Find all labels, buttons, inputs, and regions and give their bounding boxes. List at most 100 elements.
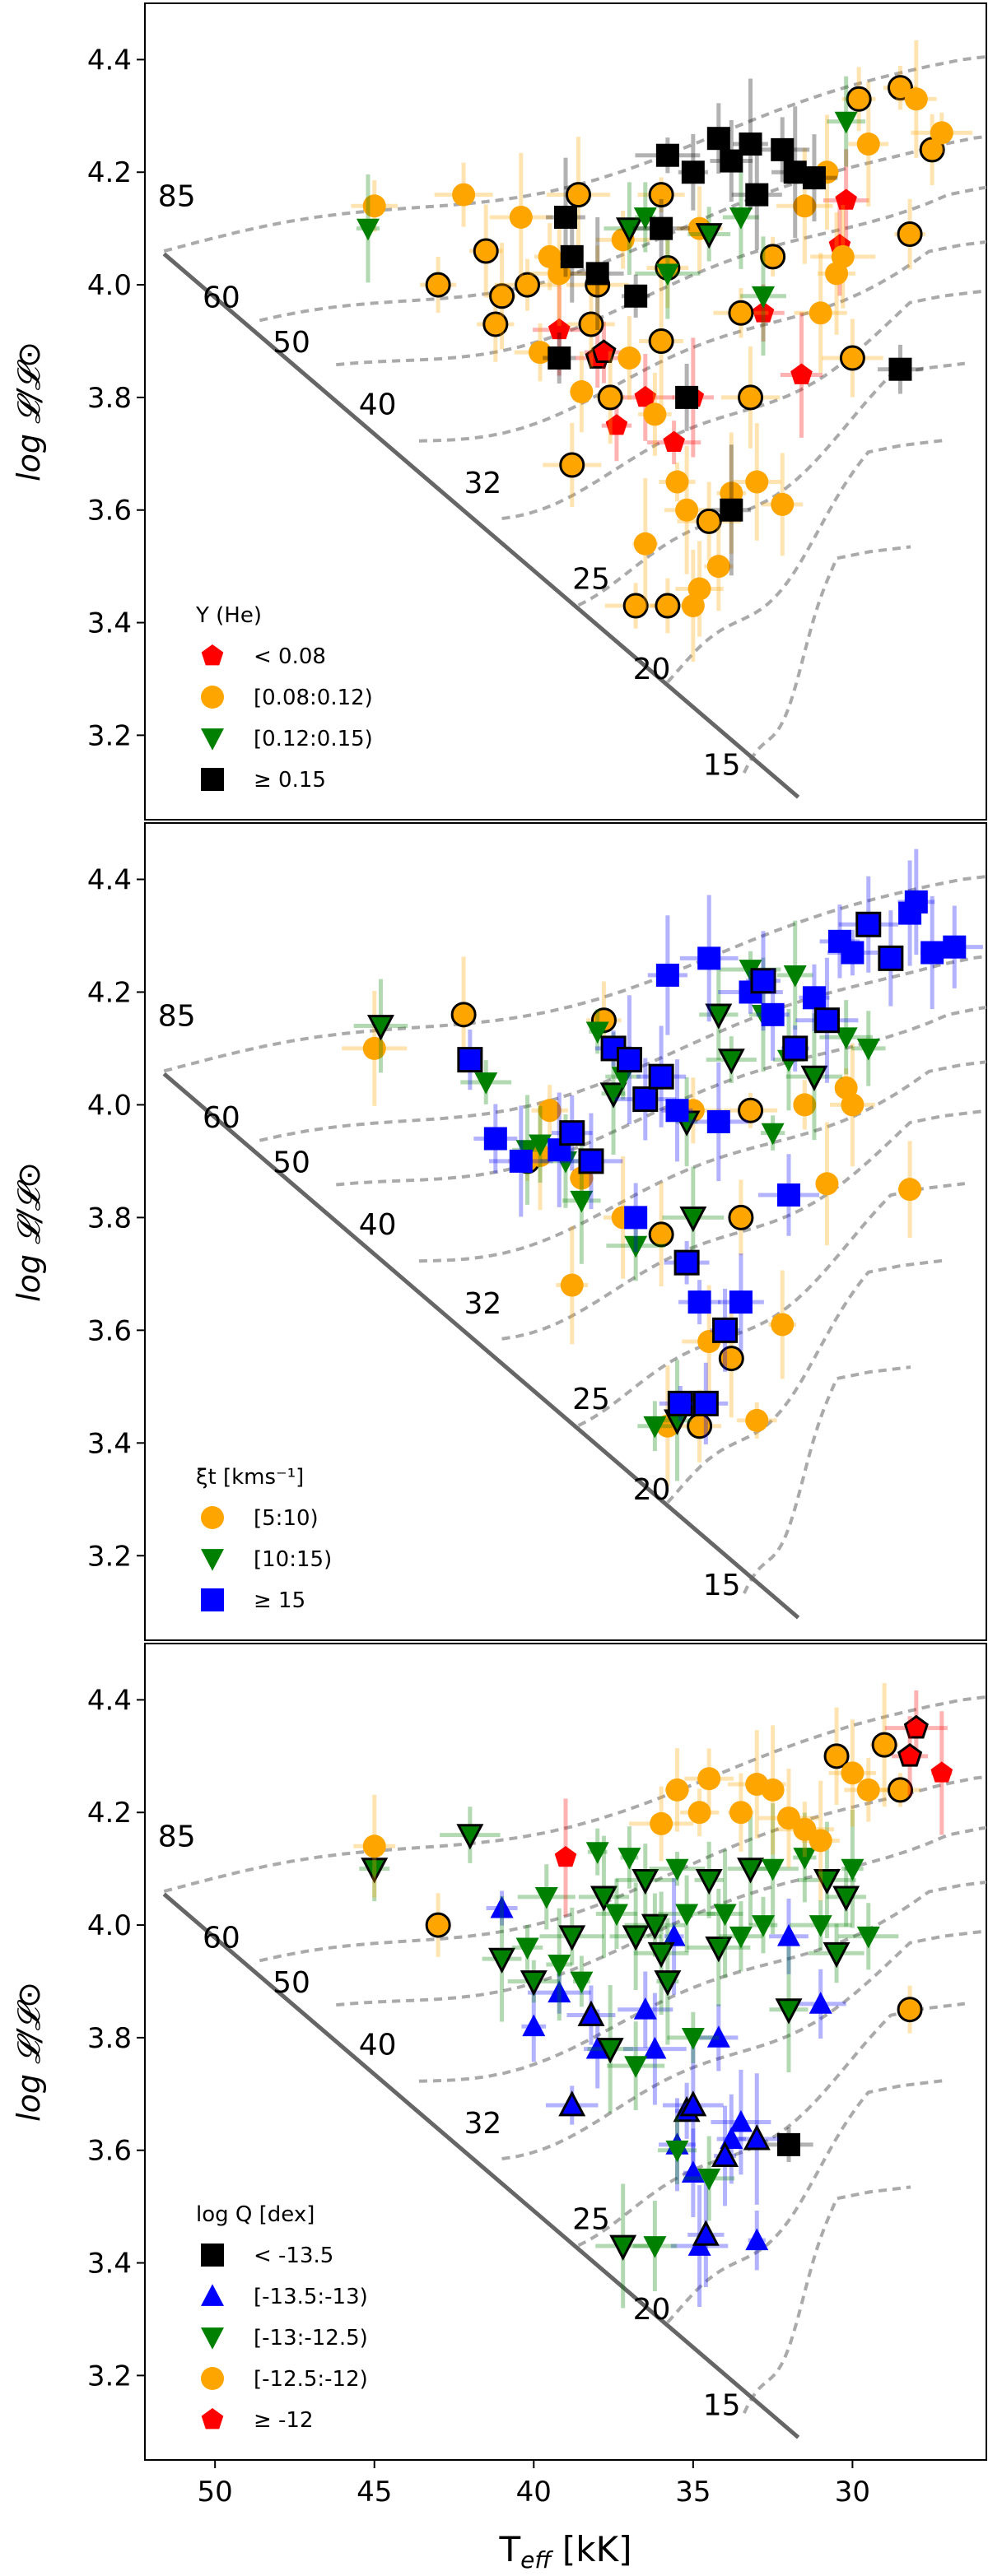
- point-13-12-5: [729, 1926, 753, 1949]
- point-0-08-0-12: [362, 194, 386, 218]
- point-0-08-0-12: [904, 87, 928, 111]
- point-0-08: [634, 385, 657, 407]
- point-12-5-12: [809, 1829, 832, 1853]
- legend-marker-12-5-12: [201, 2367, 224, 2390]
- point-0-15: [624, 284, 648, 308]
- evolutionary-track: [666, 439, 944, 684]
- evolutionary-tracks: [163, 54, 986, 774]
- point-13-12-5: [665, 1858, 689, 1881]
- y-tick-label: 4.4: [87, 44, 132, 77]
- legend-marker-0-15: [201, 768, 224, 791]
- evolutionary-track: [259, 1774, 986, 1963]
- mass-label-25: 25: [572, 1383, 610, 1416]
- point-0-08-0-12: [760, 244, 786, 270]
- point-13-12-5: [793, 1848, 817, 1870]
- mass-label-50: 50: [273, 1966, 310, 2000]
- y-tick-label: 4.4: [87, 1684, 132, 1717]
- point-10-15: [366, 1015, 394, 1041]
- point-0-08-0-12: [655, 593, 681, 619]
- legend-marker-0-08-0-12: [201, 686, 224, 709]
- point-13-12-5: [488, 1947, 516, 1974]
- x-tick-label: 45: [357, 2476, 392, 2509]
- point-12-5-12: [665, 1778, 689, 1802]
- point-0-08-0-12: [771, 492, 795, 516]
- point-0-08-0-12: [706, 555, 730, 579]
- legend-label: [5:10): [254, 1506, 319, 1531]
- point-12-5-12: [871, 1732, 897, 1758]
- point-13-12-5: [585, 1842, 609, 1864]
- point-0-08-0-12: [887, 75, 913, 101]
- point-15: [943, 935, 967, 959]
- y-tick-label: 3.4: [87, 607, 132, 640]
- y-tick-label: 4.0: [87, 269, 132, 302]
- point-13-12-5: [515, 1937, 539, 1960]
- y-tick-label: 3.6: [87, 2135, 132, 2168]
- point-15: [712, 1317, 739, 1343]
- point-13-5-13: [548, 1980, 571, 2003]
- point-15: [578, 1148, 604, 1174]
- point-13-12-5: [618, 1848, 641, 1870]
- point-15: [697, 946, 721, 970]
- point-10-15: [624, 1235, 648, 1258]
- panel-top: 3.2 3.4 3.6 3.8 4.0 4.2 4.4 85 60 50 40 32 25 20 15 l…: [11, 2, 987, 821]
- evolutionary-track: [501, 1929, 985, 2161]
- point-13-5-13: [633, 1997, 657, 2020]
- legend-label: ≥ -12: [254, 2408, 314, 2433]
- point-0-08-0-12: [839, 345, 865, 371]
- y-axis-label: log 𝓛/𝓛⊙: [11, 1982, 47, 2122]
- mass-label-15: 15: [703, 748, 741, 782]
- point-12-5-12: [897, 1997, 923, 2023]
- point-0-08-0-12: [809, 301, 832, 325]
- plot-frame: [144, 822, 987, 1641]
- point-0-08-0-12: [745, 470, 769, 494]
- point-13-12-5: [548, 1955, 571, 1977]
- y-axis-ticks: 3.2 3.4 3.6 3.8 4.0 4.2 4.4: [87, 44, 145, 752]
- legend: ξt [kms⁻¹] [5:10) [10:15) ≥ 15: [196, 1465, 332, 1613]
- point-0-12-0-15: [356, 218, 380, 241]
- point-0-12-0-15: [752, 286, 776, 309]
- point-10-15: [643, 1416, 667, 1439]
- point-12-5-12: [425, 1912, 451, 1938]
- point-12-5-12: [841, 1761, 864, 1785]
- legend-marker-13-12-5: [201, 2327, 224, 2350]
- point-0-15: [554, 205, 577, 229]
- x-axis: 50 45 40 35 30: [198, 2460, 870, 2509]
- evolutionary-track: [577, 361, 966, 607]
- mass-label-50: 50: [273, 326, 310, 360]
- point-0-08-0-12: [452, 183, 476, 207]
- y-tick-label: 3.8: [87, 382, 132, 415]
- point-15: [920, 941, 944, 965]
- y-tick-label: 3.2: [87, 719, 132, 752]
- point-0-15: [706, 127, 730, 151]
- mass-labels: 85 60 50 40 32 25 20 15: [158, 1820, 741, 2422]
- point-5-10: [560, 1273, 584, 1297]
- legend-marker-13-5-13: [201, 2284, 224, 2306]
- y-tick-label: 4.0: [87, 1909, 132, 1942]
- point-10-15: [474, 1072, 498, 1095]
- y-tick-label: 3.2: [87, 1540, 132, 1573]
- point-13-5-13: [679, 2090, 707, 2117]
- point-13-5-13: [662, 1924, 686, 1946]
- point-0-08-0-12: [578, 311, 604, 337]
- point-13-5-13: [585, 2036, 609, 2059]
- x-tick-label: 40: [516, 2476, 552, 2509]
- point-5-10: [841, 1093, 864, 1117]
- mass-label-32: 32: [464, 2107, 501, 2141]
- point-5-10: [793, 1093, 817, 1117]
- point-13-12-5: [841, 1858, 864, 1881]
- evolutionary-track: [336, 1006, 986, 1187]
- evolutionary-track: [259, 134, 986, 323]
- point-13-12-5: [643, 2236, 667, 2258]
- point-12-5-12: [362, 1834, 386, 1858]
- point-10-15: [570, 1190, 594, 1213]
- point-10-15: [705, 1003, 733, 1030]
- legend-label: [0.12:0.15): [254, 727, 373, 751]
- point-12: [930, 1761, 953, 1783]
- point-15: [457, 1047, 483, 1073]
- point-0-08: [548, 318, 571, 340]
- point-13-12-5: [705, 1937, 733, 1963]
- y-axis-label: log 𝓛/𝓛⊙: [11, 342, 47, 481]
- point-15: [802, 986, 826, 1010]
- point-13-12-5: [675, 1904, 699, 1927]
- point-12: [554, 1845, 577, 1867]
